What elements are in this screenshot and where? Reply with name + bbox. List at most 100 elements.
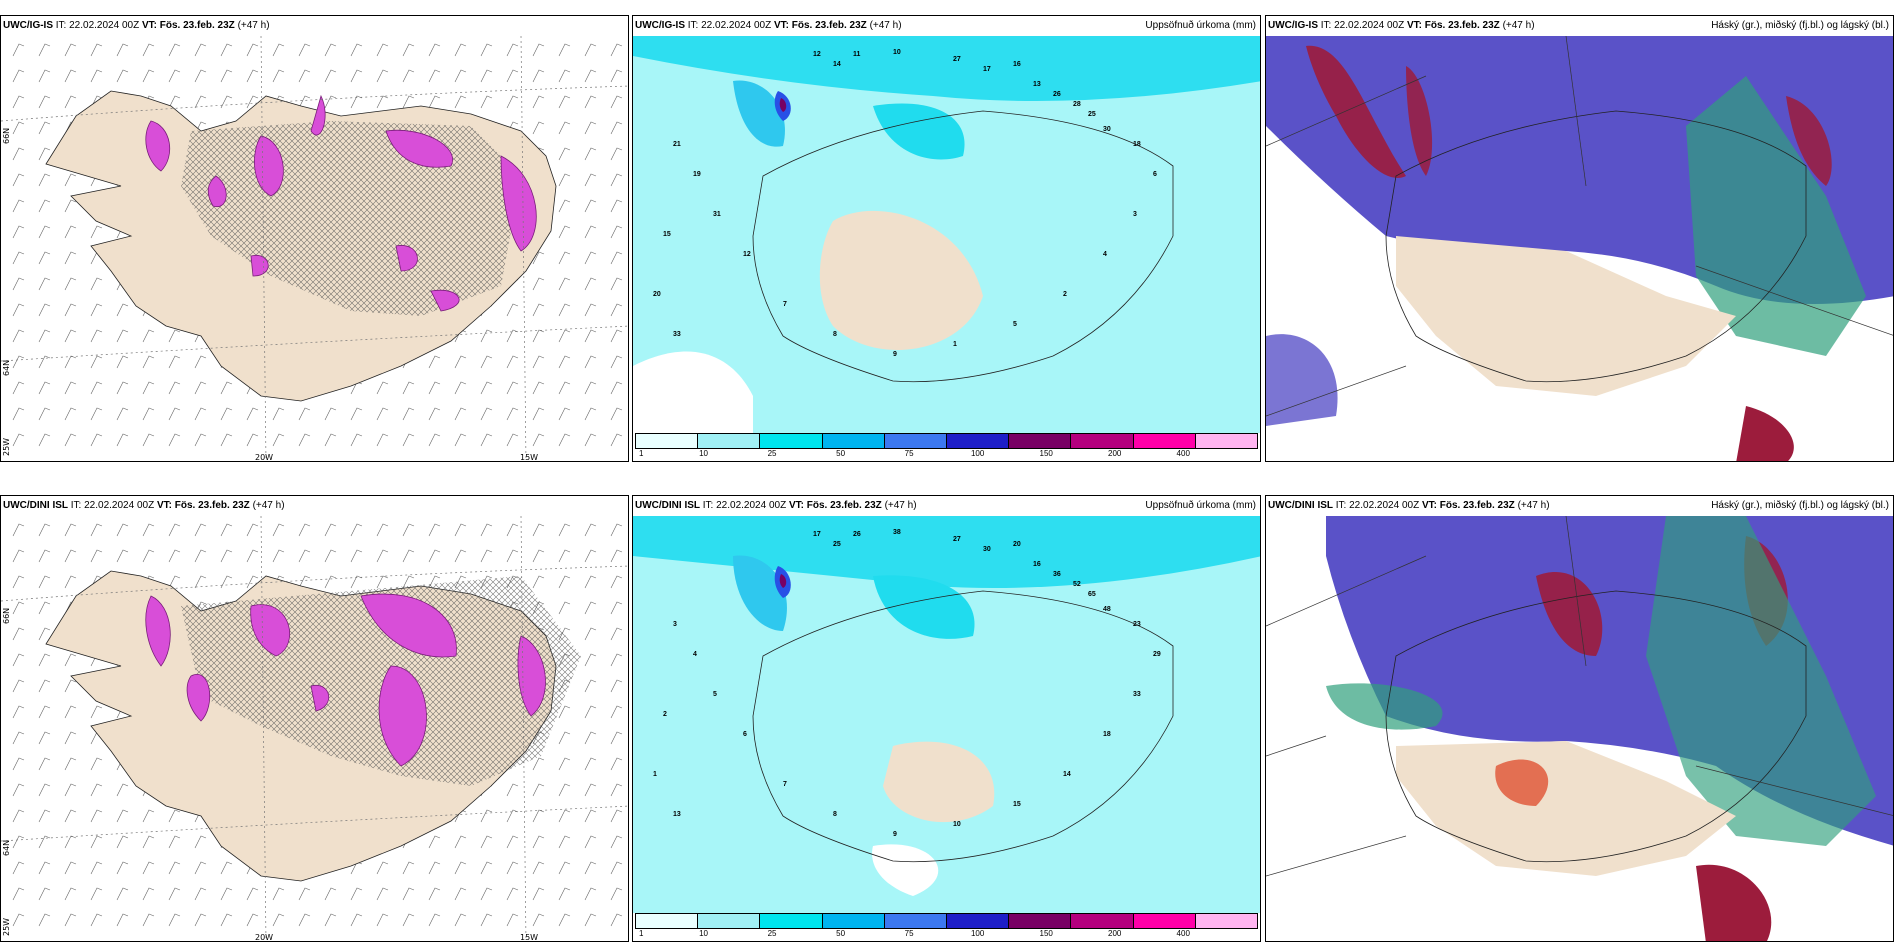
wind-barb-icon [428,887,441,901]
wind-barb-icon [12,329,25,343]
wind-barb-icon [584,407,597,421]
lead-time: (+47 h) [869,20,902,31]
wind-barb-icon [298,887,311,901]
wind-barb-icon [584,147,597,161]
wind-barb-icon [532,277,545,291]
wind-barb-icon [610,835,623,849]
lon-label-25: 25W [2,918,11,936]
wind-barb-icon [558,173,571,187]
precip-value-label: 7 [783,301,787,308]
precip-value-label: 15 [663,231,671,238]
panel-header: UWC/IG-IS IT: 22.02.2024 00Z VT: Fös. 23… [1266,18,1893,34]
precip-value-label: 16 [1033,561,1041,568]
wind-barb-icon [480,835,493,849]
wind-barb-icon [532,835,545,849]
precip-value-label: 48 [1103,606,1111,613]
wind-barb-icon [142,913,155,927]
graticule [1,36,628,461]
wind-barb-icon [90,433,103,447]
colorbar-ticks: 1 10 25 50 75 100 150 200 400 [635,449,1258,459]
wind-barb-icon [12,913,25,927]
init-time: 22.02.2024 00Z [84,500,155,511]
wind-barb-icon [558,887,571,901]
wind-barb-icon [194,523,207,537]
precip-value-label: 33 [1133,691,1141,698]
model-name: UWC/DINI ISL [1268,500,1333,511]
init-time: 22.02.2024 00Z [701,20,772,31]
wind-barb-icon [64,757,77,771]
wind-barb-icon [376,43,389,57]
precip-value-label: 4 [1103,251,1107,258]
wind-barb-icon [558,601,571,615]
cb-seg [1133,914,1196,928]
wind-barb-icon [324,549,337,563]
wind-barb-icon [402,433,415,447]
init-time: 22.02.2024 00Z [1334,20,1405,31]
wind-barb-icon [480,913,493,927]
cb-seg [822,914,885,928]
wind-barb-icon [142,861,155,875]
wind-barb-icon [610,277,623,291]
wind-barb-icon [298,95,311,109]
precip-value-label: 9 [893,351,897,358]
wind-barb-icon [584,731,597,745]
lon-label-25: 25W [2,438,11,456]
wind-barb-icon [90,69,103,83]
wind-barb-icon [38,329,51,343]
wind-barb-icon [194,433,207,447]
panel-header: UWC/DINI ISL IT: 22.02.2024 00Z VT: Fös.… [1,498,628,514]
lat-label-64: 64N [2,840,11,856]
wind-barb-icon [610,549,623,563]
wind-barb-icon [168,433,181,447]
wind-barb-icon [12,147,25,161]
wind-barb-icon [610,913,623,927]
wind-barb-icon [428,381,441,395]
init-time: 22.02.2024 00Z [69,20,140,31]
wind-barb-icon [38,69,51,83]
wind-barb-icon [584,69,597,83]
precip-value-label: 65 [1088,591,1096,598]
wind-barb-icon [116,43,129,57]
wind-barb-icon [584,329,597,343]
precip-value-label: 1 [953,341,957,348]
wind-barb-icon [12,783,25,797]
wind-barb-icon [12,601,25,615]
wind-barb-icon [90,861,103,875]
wind-barb-icon [350,433,363,447]
model-name: UWC/IG-IS [3,20,53,31]
panel-header: UWC/IG-IS IT: 22.02.2024 00Z VT: Fös. 23… [1,18,628,34]
wind-barb-icon [298,433,311,447]
lead-time: (+47 h) [884,500,917,511]
wind-barb-icon [246,69,259,83]
wind-barb-icon [12,43,25,57]
wind-barb-icon [454,355,467,369]
wind-barb-icon [610,861,623,875]
wind-barb-icon [220,43,233,57]
wind-barb-icon [610,887,623,901]
wind-barb-icon [558,147,571,161]
wind-barb-icon [584,887,597,901]
wind-barb-icon [558,69,571,83]
cb-seg [947,914,1010,928]
precip-value-label: 26 [853,531,861,538]
wind-barb-icon [428,43,441,57]
wind-barb-icon [584,199,597,213]
wind-barb-icon [64,407,77,421]
wind-barb-icon [168,913,181,927]
panel-header: UWC/DINI ISL IT: 22.02.2024 00Z VT: Fös.… [633,498,1260,514]
wind-barb-icon [402,575,415,589]
wind-barb-icon [12,121,25,135]
precip-value-label: 30 [983,546,991,553]
wind-barb-icon [584,251,597,265]
wind-barb-icon [376,575,389,589]
wind-barb-icon [350,887,363,901]
wind-barb-icon [64,913,77,927]
wind-barb-icon [90,303,103,317]
wind-barb-icon [532,783,545,797]
wind-barb-icon [506,549,519,563]
wind-barb-icon [272,549,285,563]
wind-barb-icon [350,913,363,927]
cb-tick: 150 [1039,449,1053,458]
wind-barb-icon [220,381,233,395]
cb-tick: 1 [638,449,644,458]
